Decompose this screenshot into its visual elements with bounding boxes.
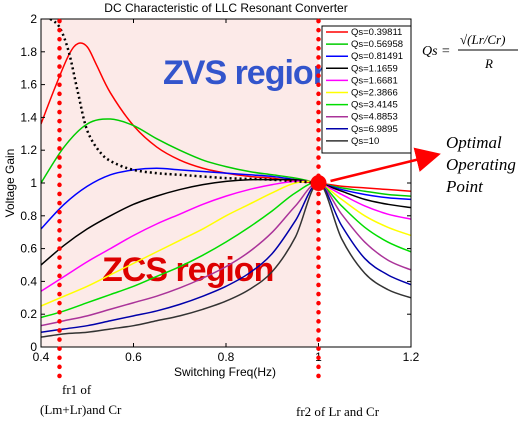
y-tick-label-2: 0.4 [20, 274, 37, 288]
y-tick-label-0: 0 [30, 340, 37, 354]
optimal-point-dot [310, 175, 327, 191]
region-shading [41, 19, 319, 347]
series-line-1 [41, 118, 411, 197]
legend-entry-3: Qs=1.1659 [351, 63, 398, 74]
qs-formula: Qs = √(Lr/Cr) R [422, 32, 518, 71]
y-tick-label-7: 1.4 [20, 110, 37, 124]
x-tick-label-2: 0.8 [218, 350, 235, 364]
y-axis-label: Voltage Gain [3, 149, 17, 218]
optimal-arrow [330, 147, 441, 183]
y-tick-label-3: 0.6 [20, 242, 37, 256]
series-lines [41, 19, 411, 338]
legend-entry-6: Qs=3.4145 [351, 100, 398, 111]
y-tick-label-10: 2 [30, 12, 37, 26]
series-line-0 [41, 42, 411, 192]
legend-entry-0: Qs=0.39811 [351, 27, 402, 38]
resonance-markers [57, 18, 321, 388]
legend-box [321, 25, 412, 154]
legend-entry-4: Qs=1.6681 [351, 75, 398, 86]
series-line-8 [41, 182, 411, 333]
y-tick-label-9: 1.8 [20, 45, 37, 59]
series-line-7 [41, 182, 411, 327]
x-tick-label-4: 1.2 [403, 350, 420, 364]
formula-denominator: R [484, 56, 493, 71]
optimal-point-label: Optimal Operating Point [445, 133, 520, 196]
fr2-label: fr2 of Lr and Cr [296, 404, 380, 419]
zvs-zcs-boundary-line [49, 19, 319, 185]
x-tick-label-1: 0.6 [125, 350, 142, 364]
legend-entry-9: Qs=10 [351, 136, 379, 147]
series-line-4 [41, 180, 411, 292]
y-tick-label-6: 1.2 [20, 143, 37, 157]
fr1-label: fr1 of (Lm+Lr)and Cr [40, 382, 122, 417]
optimal-point-group [310, 147, 441, 191]
series-line-3 [41, 178, 411, 266]
shaded-band-left [41, 19, 60, 347]
y-tick-label-1: 0.2 [20, 307, 37, 321]
zcs-region-label: ZCS region [102, 251, 273, 289]
series-line-5 [41, 180, 411, 307]
series-line-6 [41, 181, 411, 319]
zvs-region-label: ZVS region [163, 54, 332, 92]
series-line-2 [41, 167, 411, 230]
legend: Qs=0.39811Qs=0.56958Qs=0.81491Qs=1.1659Q… [321, 25, 412, 154]
x-axis-label: Switching Freq(Hz) [174, 365, 276, 379]
shaded-band [59, 19, 319, 347]
formula-lhs: Qs = [422, 44, 451, 59]
y-tick-label-8: 1.6 [20, 78, 37, 92]
legend-entry-5: Qs=2.3866 [351, 88, 398, 99]
x-tick-label-0: 0.4 [33, 350, 50, 364]
legend-entry-1: Qs=0.56958 [351, 39, 403, 50]
formula-numerator: √(Lr/Cr) [460, 32, 505, 47]
y-tick-label-4: 0.8 [20, 209, 37, 223]
series-line-9 [41, 182, 411, 338]
chart-title: DC Characteristic of LLC Resonant Conver… [104, 1, 347, 15]
legend-entry-2: Qs=0.81491 [351, 51, 403, 62]
y-tick-label-5: 1 [30, 176, 37, 190]
legend-entry-7: Qs=4.8853 [351, 112, 398, 123]
legend-entry-8: Qs=6.9895 [351, 124, 398, 135]
